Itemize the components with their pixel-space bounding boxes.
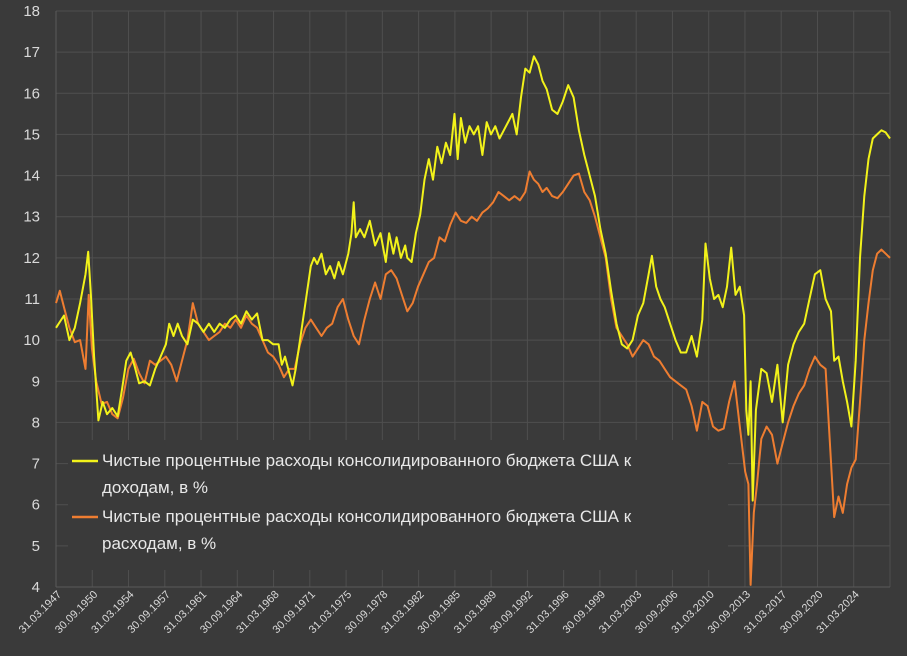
y-tick-label: 18 xyxy=(23,3,40,20)
y-tick-label: 13 xyxy=(23,209,40,226)
y-tick-label: 11 xyxy=(24,291,40,308)
y-tick-label: 16 xyxy=(23,85,40,102)
y-tick-label: 17 xyxy=(23,44,40,61)
y-tick-label: 6 xyxy=(32,497,40,514)
legend-label-0: доходам, в % xyxy=(102,478,208,497)
y-axis-ticks: 4 5 6 7 8 9 10 11 12 13 14 15 16 17 18 xyxy=(23,3,40,596)
series-line-0 xyxy=(55,55,891,502)
legend-label-1: расходам, в % xyxy=(102,534,216,553)
y-tick-label: 12 xyxy=(23,250,40,267)
y-tick-label: 5 xyxy=(32,538,40,555)
y-tick-label: 14 xyxy=(23,168,40,185)
y-tick-label: 10 xyxy=(23,332,40,349)
y-tick-label: 4 xyxy=(32,579,40,596)
y-tick-label: 15 xyxy=(23,126,40,143)
series-line-1 xyxy=(55,170,891,586)
legend-background xyxy=(68,440,728,570)
legend-label-0: Чистые процентные расходы консолидирован… xyxy=(102,451,632,470)
y-tick-label: 9 xyxy=(32,373,40,390)
series-group xyxy=(55,55,891,586)
legend: Чистые процентные расходы консолидирован… xyxy=(68,440,728,570)
y-tick-label: 8 xyxy=(32,414,40,431)
y-tick-label: 7 xyxy=(32,456,40,473)
legend-label-1: Чистые процентные расходы консолидирован… xyxy=(102,507,632,526)
